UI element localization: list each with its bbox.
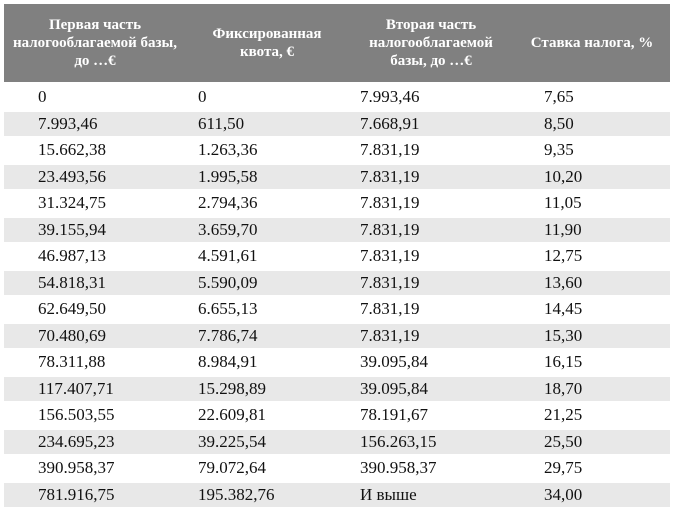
header-tax-rate: Ставка налога, %	[514, 4, 670, 85]
table-header: Первая часть налогооблагаемой базы, до ……	[4, 4, 670, 85]
second-part-base-cell: 7.831,19	[348, 137, 514, 165]
first-part-base-cell: 15.662,38	[4, 137, 186, 165]
table-row: 39.155,94 3.659,70 7.831,19 11,90	[4, 216, 670, 244]
fixed-quota-cell: 1.995,58	[186, 163, 348, 191]
table-row: 31.324,75 2.794,36 7.831,19 11,05	[4, 190, 670, 218]
table-row: 0 0 7.993,46 7,65	[4, 83, 670, 112]
fixed-quota-cell: 4.591,61	[186, 243, 348, 271]
header-fixed-quota: Фиксированная квота, €	[186, 4, 348, 85]
table-row: 23.493,56 1.995,58 7.831,19 10,20	[4, 163, 670, 191]
table-row: 7.993,46 611,50 7.668,91 8,50	[4, 110, 670, 138]
second-part-base-cell: 7.831,19	[348, 216, 514, 244]
first-part-base-cell: 54.818,31	[4, 269, 186, 297]
first-part-base-cell: 117.407,71	[4, 375, 186, 403]
tax-rate-cell: 8,50	[514, 110, 670, 138]
first-part-base-cell: 156.503,55	[4, 402, 186, 430]
first-part-base-cell: 70.480,69	[4, 322, 186, 350]
first-part-base-cell: 390.958,37	[4, 455, 186, 483]
second-part-base-cell: 156.263,15	[348, 428, 514, 456]
fixed-quota-cell: 22.609,81	[186, 402, 348, 430]
second-part-base-cell: 7.831,19	[348, 163, 514, 191]
second-part-base-cell: 39.095,84	[348, 375, 514, 403]
second-part-base-cell: 7.831,19	[348, 296, 514, 324]
first-part-base-cell: 31.324,75	[4, 190, 186, 218]
header-first-part-base: Первая часть налогооблагаемой базы, до ……	[4, 4, 186, 85]
tax-rate-cell: 25,50	[514, 428, 670, 456]
first-part-base-cell: 7.993,46	[4, 110, 186, 138]
header-second-part-base: Вторая часть налогооблагаемой базы, до ……	[348, 4, 514, 85]
tax-rate-cell: 11,05	[514, 190, 670, 218]
table-body: 0 0 7.993,46 7,65 7.993,46 611,50 7.668,91 8,50…	[4, 83, 670, 509]
second-part-base-cell: 7.831,19	[348, 269, 514, 297]
second-part-base-cell: 7.831,19	[348, 190, 514, 218]
table-row: 62.649,50 6.655,13 7.831,19 14,45	[4, 296, 670, 324]
header-row: Первая часть налогооблагаемой базы, до ……	[4, 4, 670, 85]
first-part-base-cell: 46.987,13	[4, 243, 186, 271]
tax-rate-cell: 9,35	[514, 137, 670, 165]
first-part-base-cell: 23.493,56	[4, 163, 186, 191]
tax-rate-cell: 14,45	[514, 296, 670, 324]
table-row: 781.916,75 195.382,76 И выше 34,00	[4, 481, 670, 509]
table-row: 78.311,88 8.984,91 39.095,84 16,15	[4, 349, 670, 377]
fixed-quota-cell: 2.794,36	[186, 190, 348, 218]
tax-rate-cell: 34,00	[514, 481, 670, 509]
tax-rate-cell: 7,65	[514, 83, 670, 112]
second-part-base-cell: И выше	[348, 481, 514, 509]
fixed-quota-cell: 3.659,70	[186, 216, 348, 244]
table-row: 70.480,69 7.786,74 7.831,19 15,30	[4, 322, 670, 350]
second-part-base-cell: 7.831,19	[348, 322, 514, 350]
second-part-base-cell: 390.958,37	[348, 455, 514, 483]
second-part-base-cell: 39.095,84	[348, 349, 514, 377]
first-part-base-cell: 62.649,50	[4, 296, 186, 324]
tax-rate-cell: 29,75	[514, 455, 670, 483]
table-row: 15.662,38 1.263,36 7.831,19 9,35	[4, 137, 670, 165]
tax-rate-cell: 10,20	[514, 163, 670, 191]
fixed-quota-cell: 8.984,91	[186, 349, 348, 377]
first-part-base-cell: 781.916,75	[4, 481, 186, 509]
fixed-quota-cell: 79.072,64	[186, 455, 348, 483]
table-row: 156.503,55 22.609,81 78.191,67 21,25	[4, 402, 670, 430]
tax-rate-cell: 18,70	[514, 375, 670, 403]
tax-rate-cell: 15,30	[514, 322, 670, 350]
fixed-quota-cell: 39.225,54	[186, 428, 348, 456]
fixed-quota-cell: 195.382,76	[186, 481, 348, 509]
tax-rate-cell: 12,75	[514, 243, 670, 271]
table-row: 234.695,23 39.225,54 156.263,15 25,50	[4, 428, 670, 456]
second-part-base-cell: 78.191,67	[348, 402, 514, 430]
fixed-quota-cell: 1.263,36	[186, 137, 348, 165]
tax-table-container: Первая часть налогооблагаемой базы, до ……	[4, 4, 670, 509]
tax-rate-cell: 21,25	[514, 402, 670, 430]
first-part-base-cell: 39.155,94	[4, 216, 186, 244]
tax-rate-cell: 11,90	[514, 216, 670, 244]
first-part-base-cell: 234.695,23	[4, 428, 186, 456]
table-row: 54.818,31 5.590,09 7.831,19 13,60	[4, 269, 670, 297]
fixed-quota-cell: 7.786,74	[186, 322, 348, 350]
fixed-quota-cell: 15.298,89	[186, 375, 348, 403]
table-row: 117.407,71 15.298,89 39.095,84 18,70	[4, 375, 670, 403]
first-part-base-cell: 78.311,88	[4, 349, 186, 377]
tax-rate-cell: 13,60	[514, 269, 670, 297]
second-part-base-cell: 7.993,46	[348, 83, 514, 112]
first-part-base-cell: 0	[4, 83, 186, 112]
table-row: 46.987,13 4.591,61 7.831,19 12,75	[4, 243, 670, 271]
fixed-quota-cell: 5.590,09	[186, 269, 348, 297]
table-row: 390.958,37 79.072,64 390.958,37 29,75	[4, 455, 670, 483]
tax-rate-table: Первая часть налогооблагаемой базы, до ……	[4, 4, 670, 509]
fixed-quota-cell: 0	[186, 83, 348, 112]
fixed-quota-cell: 611,50	[186, 110, 348, 138]
tax-rate-cell: 16,15	[514, 349, 670, 377]
second-part-base-cell: 7.831,19	[348, 243, 514, 271]
second-part-base-cell: 7.668,91	[348, 110, 514, 138]
fixed-quota-cell: 6.655,13	[186, 296, 348, 324]
